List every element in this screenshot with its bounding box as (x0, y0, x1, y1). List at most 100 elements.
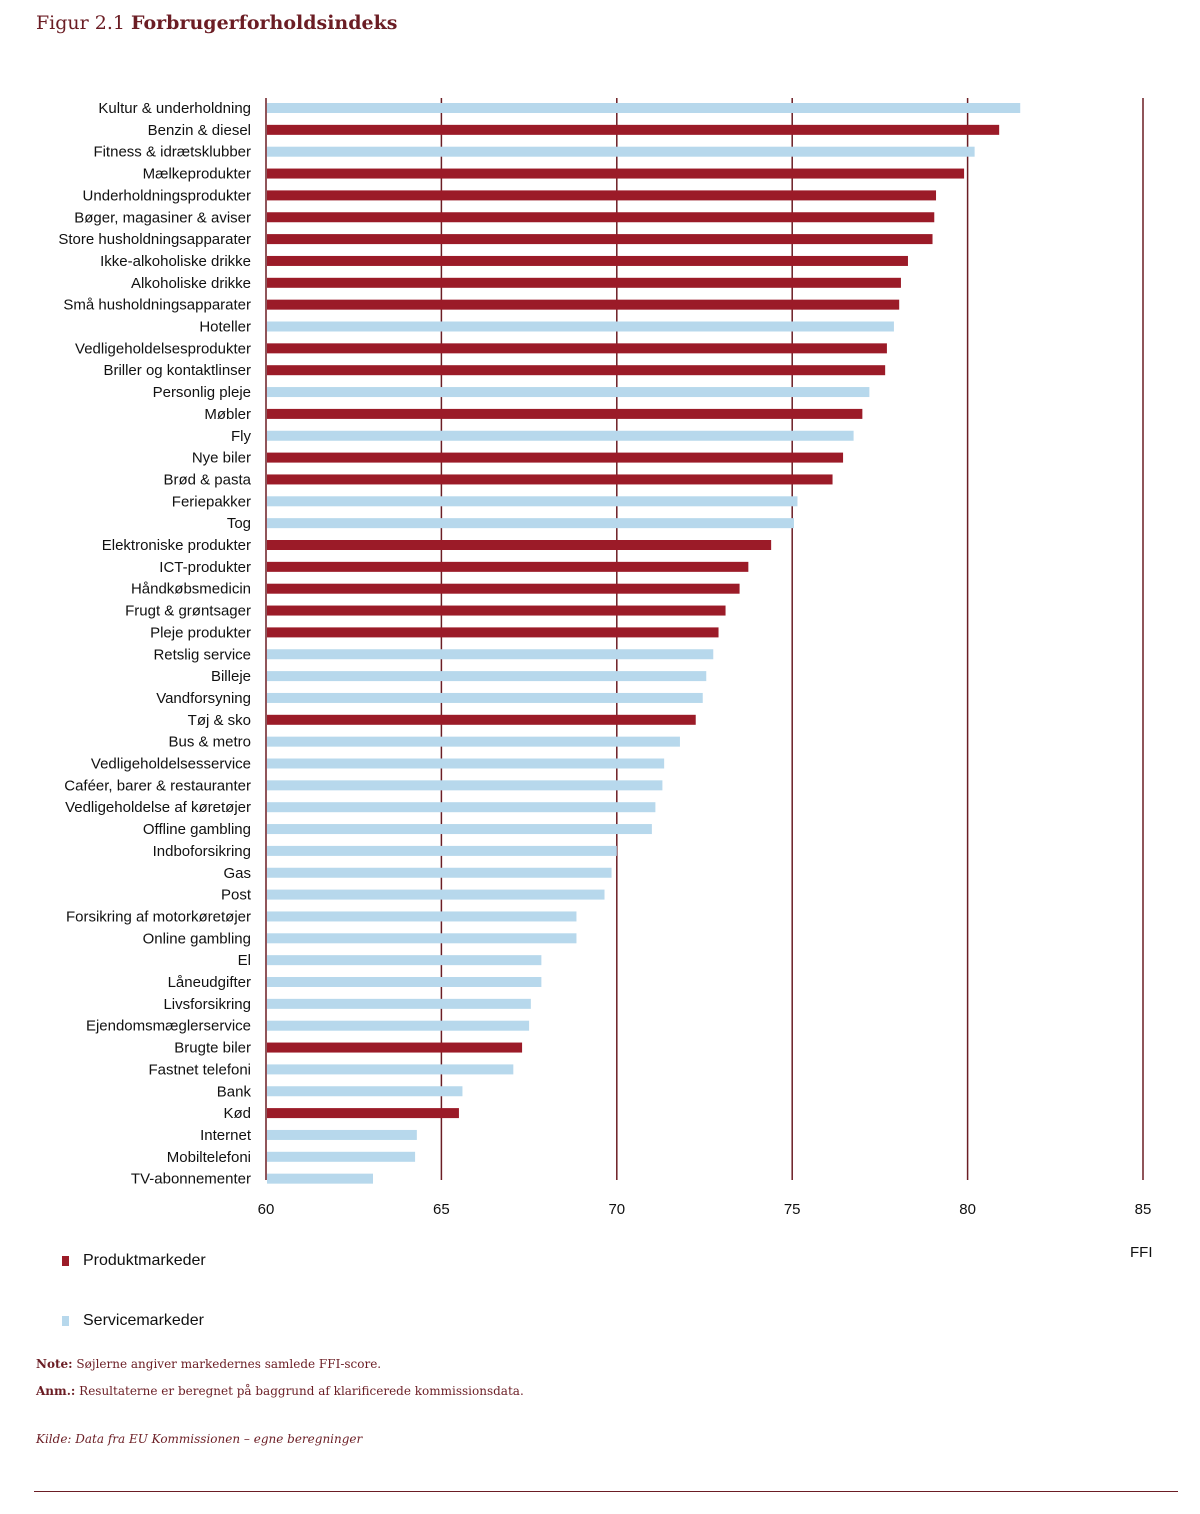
category-label-ikke-alkoholiske-drikke: Ikke-alkoholiske drikke (100, 253, 251, 270)
bar-feriepakker (267, 496, 798, 507)
legend-swatch-service (62, 1316, 69, 1326)
legend-item-service: Servicemarkeder (62, 1312, 204, 1330)
category-label-alkoholiske-drikke: Alkoholiske drikke (131, 275, 251, 292)
category-label-tog: Tog (227, 515, 251, 532)
category-label-billeje: Billeje (211, 668, 251, 685)
bar-offline-gambling (267, 824, 652, 835)
category-label-elektroniske-produkter: Elektroniske produkter (102, 537, 251, 554)
bar-billeje (267, 671, 707, 682)
bar-tog (267, 518, 794, 529)
bar-briller-og-kontaktlinser (267, 365, 886, 376)
bar-ict-produkter (267, 561, 749, 572)
category-label-cafeer-barer-restauranter: Caféer, barer & restauranter (64, 777, 251, 794)
bar-underholdningsprodukter (267, 190, 937, 201)
x-tick-label-60: 60 (258, 1201, 275, 1218)
legend-swatch-product (62, 1256, 69, 1266)
source-line: Kilde: Data fra EU Kommissionen – egne b… (36, 1432, 363, 1446)
bar-indboforsikring (267, 845, 617, 856)
category-label-underholdningsprodukter: Underholdningsprodukter (83, 187, 251, 204)
bar-forsikring-af-motork-ret-jer (267, 911, 577, 922)
bar-elektroniske-produkter (267, 540, 772, 550)
category-label-internet: Internet (200, 1127, 252, 1144)
bar-laneudgifter (267, 977, 542, 987)
category-label-retslig-service: Retslig service (153, 646, 251, 663)
category-label-frugt-gr-ntsager: Frugt & grøntsager (125, 603, 251, 620)
bar-m-bler (267, 408, 863, 419)
bar-fitness-idr-tsklubber (267, 146, 975, 157)
category-label-offline-gambling: Offline gambling (143, 821, 251, 838)
figure-title: Figur 2.1 Forbrugerforholdsindeks (36, 12, 397, 34)
note-text: Søjlerne angiver markedernes samlede FFI… (72, 1357, 382, 1371)
bar-benzin-diesel (267, 124, 1000, 135)
category-label-forsikring-af-motork-ret-jer: Forsikring af motorkøretøjer (66, 908, 251, 925)
bar-gas (267, 867, 612, 878)
bar-vandforsyning (267, 692, 703, 703)
bar-cafeer-barer-restauranter (267, 780, 663, 791)
category-label-handk-bsmedicin: Håndkøbsmedicin (131, 581, 251, 598)
bar-br-d-pasta (267, 474, 833, 485)
bar-retslig-service (267, 649, 714, 660)
bar-kultur-underholdning (267, 103, 1021, 113)
category-label-online-gambling: Online gambling (143, 930, 251, 947)
bar-hoteller (267, 321, 894, 332)
bar-bank (267, 1086, 463, 1097)
bottom-rule (34, 1491, 1178, 1492)
category-label-feriepakker: Feriepakker (172, 493, 251, 510)
category-label-fitness-idr-tsklubber: Fitness & idrætsklubber (93, 144, 251, 161)
bar-vedligeholdelsesprodukter (267, 343, 887, 354)
category-label-el: El (238, 952, 251, 969)
bar-mobiltelefoni (267, 1151, 416, 1162)
bar-pleje-produkter (267, 627, 719, 638)
category-label-fly: Fly (231, 428, 251, 445)
figure-name: Forbrugerforholdsindeks (131, 12, 398, 34)
category-label-personlig-pleje: Personlig pleje (153, 384, 251, 401)
bar-t-j-sko (267, 714, 696, 725)
category-label-benzin-diesel: Benzin & diesel (148, 122, 251, 139)
note-line: Note: Søjlerne angiver markedernes samle… (36, 1357, 381, 1371)
category-label-vedligeholdelsesservice: Vedligeholdelsesservice (91, 756, 251, 773)
legend-item-product: Produktmarkeder (62, 1252, 206, 1270)
bar-fastnet-telefoni (267, 1064, 514, 1075)
category-label-pleje-produkter: Pleje produkter (150, 624, 251, 641)
note-prefix: Note: (36, 1357, 73, 1371)
category-label-tv-abonnementer: TV-abonnementer (131, 1171, 251, 1188)
category-label-ict-produkter: ICT-produkter (159, 559, 251, 576)
bar-nye-biler (267, 452, 844, 463)
category-label-vedligeholdelse-af-k-ret-jer: Vedligeholdelse af køretøjer (65, 799, 251, 816)
category-label-hoteller: Hoteller (199, 319, 251, 336)
bar-fly (267, 430, 854, 441)
category-label-t-j-sko: Tøj & sko (188, 712, 251, 729)
category-label-m-bler: Møbler (204, 406, 251, 423)
category-label-br-d-pasta: Brød & pasta (163, 471, 251, 488)
bars (267, 103, 1021, 1184)
bar-sma-husholdningsapparater (267, 299, 900, 310)
category-label-sma-husholdningsapparater: Små husholdningsapparater (63, 297, 251, 314)
bar-k-d (267, 1108, 459, 1119)
category-label-vedligeholdelsesprodukter: Vedligeholdelsesprodukter (75, 340, 251, 357)
bar-brugte-biler (267, 1042, 523, 1053)
category-label-bus-metro: Bus & metro (168, 734, 251, 751)
category-label-b-ger-magasiner-aviser: Bøger, magasiner & aviser (74, 209, 251, 226)
category-label-indboforsikring: Indboforsikring (153, 843, 251, 860)
x-tick-label-65: 65 (433, 1201, 450, 1218)
bar-personlig-pleje (267, 387, 870, 398)
bar-vedligeholdelsesservice (267, 758, 665, 769)
category-label-nye-biler: Nye biler (192, 450, 251, 467)
category-label-fastnet-telefoni: Fastnet telefoni (148, 1061, 251, 1078)
bar-bus-metro (267, 736, 680, 747)
category-label-bank: Bank (217, 1083, 252, 1100)
x-tick-label-70: 70 (608, 1201, 625, 1218)
bar-vedligeholdelse-af-k-ret-jer (267, 802, 656, 813)
bar-store-husholdningsapparater (267, 234, 933, 245)
x-tick-label-80: 80 (959, 1201, 976, 1218)
bar-chart: Kultur & underholdning Benzin & diesel Fit… (58, 98, 1152, 1218)
bar-m-lkeprodukter (267, 168, 965, 179)
anm-line: Anm.: Resultaterne er beregnet på baggru… (36, 1384, 524, 1398)
category-label-k-d: Kød (223, 1105, 251, 1122)
bar-livsforsikring (267, 998, 531, 1009)
category-label-gas: Gas (223, 865, 251, 882)
x-axis-ticks: 60 65 70 75 80 85 (258, 1201, 1152, 1218)
category-label-vandforsyning: Vandforsyning (156, 690, 251, 707)
category-label-livsforsikring: Livsforsikring (163, 996, 251, 1013)
category-label-briller-og-kontaktlinser: Briller og kontaktlinser (103, 362, 251, 379)
